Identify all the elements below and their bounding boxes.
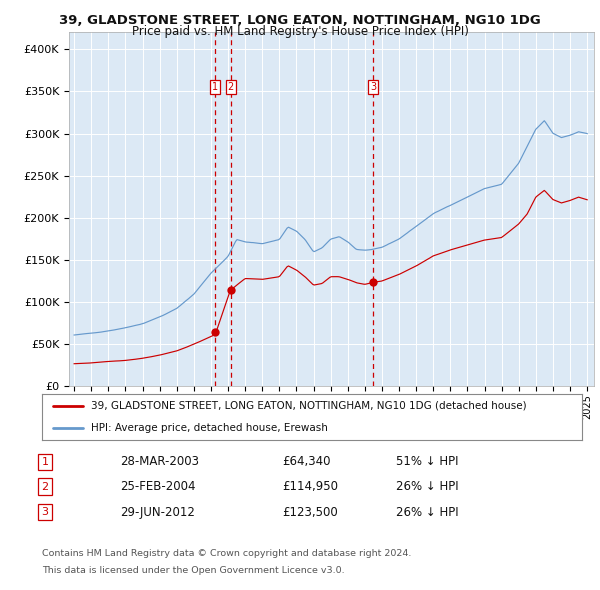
Text: 39, GLADSTONE STREET, LONG EATON, NOTTINGHAM, NG10 1DG (detached house): 39, GLADSTONE STREET, LONG EATON, NOTTIN… — [91, 401, 526, 411]
Text: Price paid vs. HM Land Registry's House Price Index (HPI): Price paid vs. HM Land Registry's House … — [131, 25, 469, 38]
Text: 39, GLADSTONE STREET, LONG EATON, NOTTINGHAM, NG10 1DG: 39, GLADSTONE STREET, LONG EATON, NOTTIN… — [59, 14, 541, 27]
Text: 3: 3 — [41, 507, 49, 517]
Text: 2: 2 — [227, 83, 234, 92]
Text: 51% ↓ HPI: 51% ↓ HPI — [396, 455, 458, 468]
Text: £123,500: £123,500 — [282, 506, 338, 519]
Text: 1: 1 — [41, 457, 49, 467]
Text: £64,340: £64,340 — [282, 455, 331, 468]
Text: 1: 1 — [212, 83, 218, 92]
Text: 29-JUN-2012: 29-JUN-2012 — [120, 506, 195, 519]
Text: 3: 3 — [370, 83, 376, 92]
Text: HPI: Average price, detached house, Erewash: HPI: Average price, detached house, Erew… — [91, 423, 328, 433]
Text: This data is licensed under the Open Government Licence v3.0.: This data is licensed under the Open Gov… — [42, 566, 344, 575]
Text: 25-FEB-2004: 25-FEB-2004 — [120, 480, 196, 493]
Text: 2: 2 — [41, 482, 49, 491]
Text: Contains HM Land Registry data © Crown copyright and database right 2024.: Contains HM Land Registry data © Crown c… — [42, 549, 412, 558]
Text: 26% ↓ HPI: 26% ↓ HPI — [396, 480, 458, 493]
Text: £114,950: £114,950 — [282, 480, 338, 493]
Text: 26% ↓ HPI: 26% ↓ HPI — [396, 506, 458, 519]
Text: 28-MAR-2003: 28-MAR-2003 — [120, 455, 199, 468]
